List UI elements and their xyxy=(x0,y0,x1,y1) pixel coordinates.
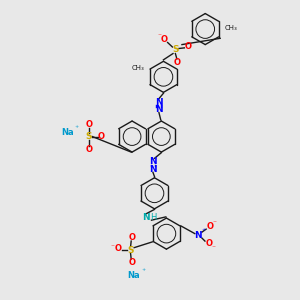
Text: N: N xyxy=(155,98,163,107)
Text: O: O xyxy=(129,258,136,267)
Text: CH₃: CH₃ xyxy=(132,65,144,71)
Text: N: N xyxy=(142,213,149,222)
Text: O: O xyxy=(184,42,191,51)
Text: Na: Na xyxy=(61,128,74,136)
Text: ⁻: ⁻ xyxy=(213,218,217,227)
Text: Na: Na xyxy=(127,271,140,280)
Text: ⁻: ⁻ xyxy=(212,243,216,252)
Text: S: S xyxy=(127,245,134,254)
Text: O: O xyxy=(115,244,122,253)
Text: N: N xyxy=(195,231,202,240)
Text: ⁻: ⁻ xyxy=(158,31,162,40)
Text: O: O xyxy=(85,119,92,128)
Text: O: O xyxy=(205,239,212,248)
Text: H: H xyxy=(150,213,157,222)
Text: ⁻: ⁻ xyxy=(111,242,115,251)
Text: N: N xyxy=(149,165,157,174)
Text: O: O xyxy=(206,222,213,231)
Text: O: O xyxy=(129,233,136,242)
Text: CH₃: CH₃ xyxy=(224,25,237,31)
Text: ⁺: ⁺ xyxy=(141,267,145,276)
Text: ⁺: ⁺ xyxy=(75,124,79,133)
Text: O: O xyxy=(98,132,105,141)
Text: O: O xyxy=(160,35,167,44)
Text: N: N xyxy=(155,105,163,114)
Text: S: S xyxy=(85,132,92,141)
Text: O: O xyxy=(85,145,92,154)
Text: S: S xyxy=(172,46,178,55)
Text: O: O xyxy=(173,58,180,67)
Text: ⁺: ⁺ xyxy=(201,227,206,236)
Text: N: N xyxy=(149,158,157,166)
